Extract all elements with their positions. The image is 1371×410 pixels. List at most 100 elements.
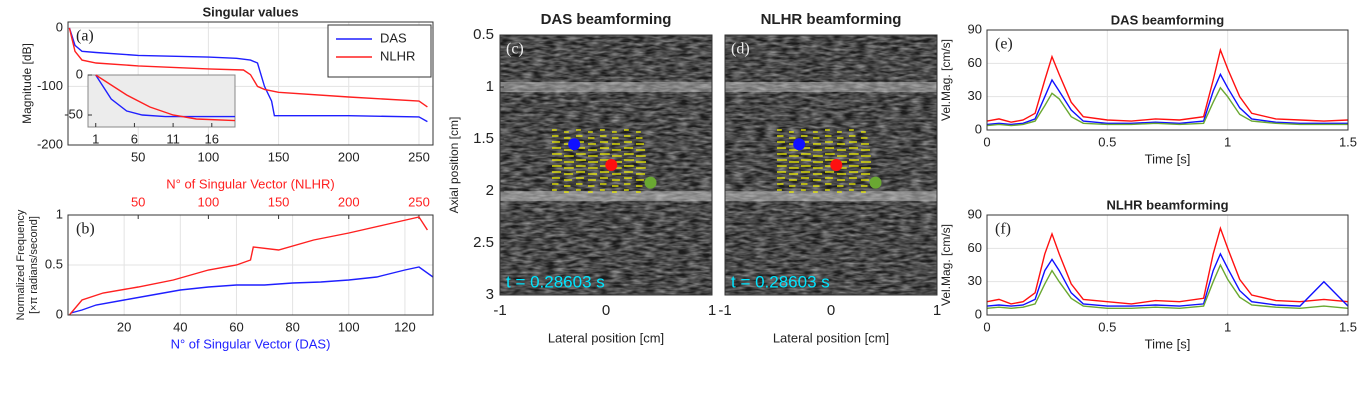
data-line: [68, 27, 428, 123]
y-tick-label: 2.5: [473, 234, 494, 251]
x-axis-label: Time [s]: [1145, 151, 1191, 166]
x-tick-label: 1: [1224, 319, 1231, 334]
x2-tick-label: 200: [338, 194, 360, 209]
x-tick-label: 50: [131, 149, 145, 164]
tracking-point: [605, 159, 618, 171]
legend-label: NLHR: [380, 48, 415, 63]
vessel-wall: [725, 82, 937, 92]
x-tick-label: 250: [408, 149, 430, 164]
x-tick-label: 20: [117, 319, 131, 334]
plot-frame: [986, 29, 1349, 131]
y-tick-label: 0.5: [473, 26, 494, 43]
x-tick-label: 1: [933, 302, 941, 319]
y-tick-label: 90: [968, 206, 982, 221]
series-group: [68, 216, 433, 315]
x-axis-label: Lateral position [cm]: [773, 330, 889, 345]
tracking-point: [869, 176, 882, 189]
y-tick-label: 1.5: [473, 130, 494, 147]
data-line: [987, 72, 1348, 126]
x-tick-label: 11: [166, 131, 180, 146]
y-tick-label: -200: [37, 136, 63, 151]
y-tick-label: 0.5: [45, 256, 63, 271]
plot-frame: [67, 21, 434, 146]
data-line: [95, 74, 235, 118]
legend-label: DAS: [380, 30, 407, 45]
x-axis-label: Lateral position [cm]: [548, 330, 664, 345]
x2-tick-label: 100: [198, 194, 220, 209]
data-line: [987, 226, 1348, 305]
x-tick-label: 200: [338, 149, 360, 164]
x2-tick-label: 250: [408, 194, 430, 209]
chart-title: DAS beamforming: [541, 11, 672, 28]
x-tick-label: 1.5: [1339, 134, 1357, 149]
x2-tick-label: 150: [268, 194, 290, 209]
y-axis-label: Normalized Frequency: [15, 209, 27, 320]
x-tick-label: 0: [983, 319, 990, 334]
panel-label: (a): [76, 28, 94, 45]
y-tick-label: 0: [76, 66, 83, 81]
chart-title: NLHR beamforming: [761, 11, 902, 28]
x2-axis-label: N° of Singular Vector (NLHR): [166, 176, 334, 191]
y-tick-label: 60: [968, 55, 982, 70]
y-tick-label: 3: [486, 286, 494, 303]
y-tick-label: 0: [975, 121, 982, 136]
time-label: t = 0.28603 s: [506, 272, 605, 291]
y-tick-label: 0: [56, 19, 63, 34]
legend-box: [327, 24, 432, 78]
x-tick-label: -1: [493, 302, 506, 319]
x-tick-label: 150: [268, 149, 290, 164]
plot-area: [987, 215, 1348, 315]
data-line: [68, 216, 428, 315]
x-tick-label: 0.5: [1098, 134, 1116, 149]
x-tick-label: 0.5: [1098, 319, 1116, 334]
y-tick-label: -50: [64, 106, 83, 121]
chart-title: Singular values: [202, 4, 298, 19]
tracking-point: [644, 176, 657, 189]
y-tick-label: 90: [968, 21, 982, 36]
y-tick-label: 30: [968, 88, 982, 103]
data-line: [987, 47, 1348, 123]
vessel-wall: [725, 191, 937, 202]
y-tick-label: 2: [486, 182, 494, 199]
x-tick-label: 1: [708, 302, 716, 319]
plot-frame: [986, 214, 1349, 316]
panel-label: (e): [995, 36, 1013, 53]
x-tick-label: 80: [285, 319, 299, 334]
y-tick-label: 0: [56, 306, 63, 321]
y-axis-label: Magnitude [dB]: [20, 43, 34, 124]
y-tick-label: 0: [975, 306, 982, 321]
chart-title: DAS beamforming: [1111, 12, 1224, 27]
tracking-point: [568, 138, 581, 151]
x-tick-label: 0: [983, 134, 990, 149]
y-axis-label: [×π radians/second]: [28, 216, 40, 314]
x-tick-label: 100: [198, 149, 220, 164]
x-tick-label: 1: [92, 131, 99, 146]
y-tick-label: 30: [968, 273, 982, 288]
data-line: [68, 27, 428, 108]
panel-label: (d): [731, 41, 750, 58]
x-axis-label: N° of Singular Vector (DAS): [171, 336, 331, 351]
y-tick-label: -100: [37, 78, 63, 93]
vessel-wall: [500, 191, 712, 202]
y-axis-label: Vel.Mag. [cm/s]: [939, 224, 953, 306]
plot-frame: [67, 214, 434, 316]
vessel-wall: [500, 82, 712, 92]
y-axis-label: Vel.Mag. [cm/s]: [939, 39, 953, 121]
y-tick-label: 1: [486, 78, 494, 95]
data-line: [95, 74, 236, 122]
x-tick-label: 0: [827, 302, 835, 319]
data-line: [987, 86, 1348, 127]
x-tick-label: 1: [1224, 134, 1231, 149]
data-line: [987, 263, 1348, 310]
x-tick-label: 0: [602, 302, 610, 319]
x-tick-label: 100: [338, 319, 360, 334]
y-tick-label: 60: [968, 240, 982, 255]
tracking-point: [793, 138, 806, 151]
x-tick-label: 40: [173, 319, 187, 334]
data-line: [70, 266, 433, 314]
y-axis-label: Axial position [cm]: [447, 117, 461, 214]
time-label: t = 0.28603 s: [731, 272, 830, 291]
y-tick-label: 1: [56, 206, 63, 221]
x-tick-label: -1: [718, 302, 731, 319]
